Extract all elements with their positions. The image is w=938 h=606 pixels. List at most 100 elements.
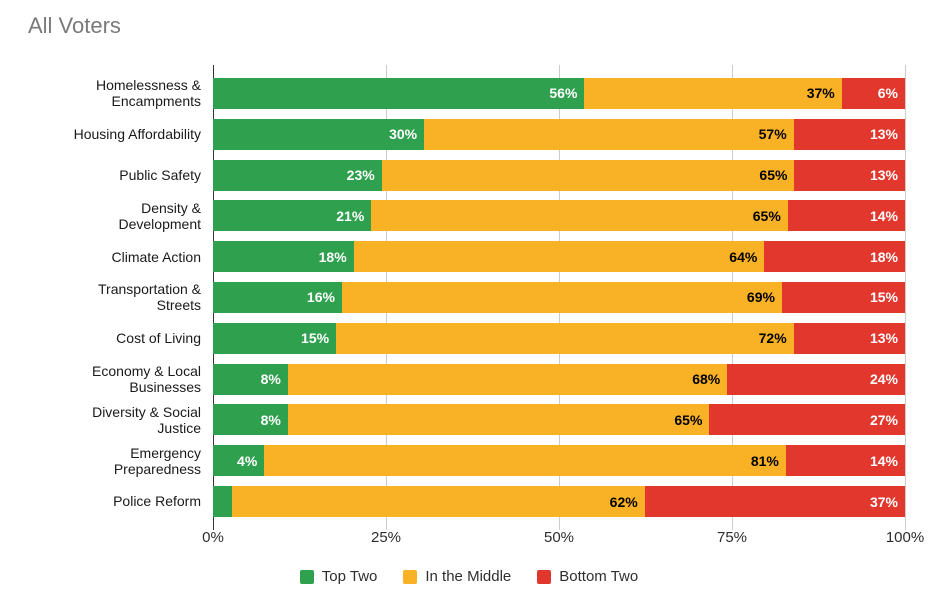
bar-segment-bottom-two: 18% (764, 241, 905, 273)
value-label: 13% (869, 330, 898, 347)
x-axis-tick-label: 0% (202, 529, 224, 546)
stacked-bar: 2% 62% 37% (213, 486, 905, 518)
category-label: Economy & Local Businesses (92, 363, 201, 396)
bar-segment-in-the-middle: 57% (424, 118, 794, 150)
chart-row: Housing Affordability 30% 57% 13% (0, 114, 905, 155)
legend-label: Top Two (321, 568, 378, 585)
stacked-bar: 16% 69% 15% (213, 281, 905, 313)
value-label: 21% (336, 207, 365, 224)
bar-segment-top-two: 23% (213, 159, 382, 191)
bar-segment-bottom-two: 6% (841, 77, 905, 109)
bar-segment-top-two: 16% (213, 281, 342, 313)
bar-segment-top-two: 8% (213, 363, 288, 395)
x-axis-tick-label: 100% (885, 529, 925, 546)
bar-segment-bottom-two: 15% (781, 281, 905, 313)
value-label: 57% (758, 126, 787, 143)
legend-item-top-two: Top Two (299, 568, 378, 585)
category-label: Transportation & Streets (98, 281, 201, 314)
value-label: 18% (318, 248, 347, 265)
chart-row: Emergency Preparedness 4% 81% 14% (0, 440, 905, 481)
value-label: 15% (869, 289, 898, 306)
value-label: 69% (746, 289, 775, 306)
value-label: 8% (260, 411, 281, 428)
category-label: Density & Development (118, 199, 202, 232)
value-label: 37% (869, 493, 898, 510)
value-label: 72% (758, 330, 787, 347)
chart-row: Economy & Local Businesses 8% 68% 24% (0, 359, 905, 400)
chart-row: Transportation & Streets 16% 69% 15% (0, 277, 905, 318)
value-label: 6% (877, 85, 898, 102)
value-label: 15% (301, 330, 330, 347)
value-label: 37% (806, 85, 835, 102)
bar-rows: Homelessness & Encampments 56% 37% 6% Housin… (0, 73, 906, 522)
bar-segment-bottom-two: 14% (785, 445, 905, 477)
category-label: Housing Affordability (73, 126, 201, 143)
category-label: Emergency Preparedness (113, 444, 201, 477)
value-label: 23% (346, 167, 375, 184)
x-axis-tick-label: 25% (370, 529, 402, 546)
bar-segment-top-two: 18% (213, 241, 354, 273)
legend-item-bottom-two: Bottom Two (537, 568, 638, 585)
bar-segment-bottom-two: 13% (793, 322, 905, 354)
value-label: 8% (260, 371, 281, 388)
legend-swatch-icon (537, 569, 552, 584)
bar-segment-in-the-middle: 81% (264, 445, 786, 477)
legend-label: Bottom Two (559, 568, 639, 585)
category-label: Public Safety (119, 166, 201, 183)
value-label: 14% (869, 452, 898, 469)
legend-item-in-the-middle: In the Middle (403, 568, 511, 585)
legend-swatch-icon (403, 569, 418, 584)
bar-segment-bottom-two: 14% (787, 200, 905, 232)
value-label: 13% (869, 167, 899, 184)
bar-segment-bottom-two: 27% (709, 404, 905, 436)
stacked-bar: 15% 72% 13% (213, 322, 905, 354)
bar-segment-top-two: 8% (213, 404, 288, 436)
bar-segment-bottom-two: 13% (794, 159, 906, 191)
bar-segment-top-two: 21% (213, 200, 372, 232)
chart-row: Public Safety 23% 65% 13% (0, 155, 906, 196)
bar-segment-in-the-middle: 65% (287, 404, 710, 436)
value-label: 68% (692, 371, 721, 388)
bar-segment-in-the-middle: 65% (381, 159, 795, 191)
value-label: 65% (759, 167, 788, 184)
value-label: 18% (869, 248, 898, 265)
value-label: 65% (674, 411, 703, 428)
value-label: 65% (752, 207, 781, 224)
chart-row: Diversity & Social Justice 8% 65% 27% (0, 400, 905, 441)
value-label: 62% (609, 493, 638, 510)
legend-label: In the Middle (425, 568, 512, 585)
stacked-bar: 23% 65% 13% (213, 159, 906, 191)
chart-title: All Voters (28, 13, 121, 38)
bar-segment-in-the-middle: 65% (371, 200, 788, 232)
bar-segment-top-two: 4% (213, 445, 265, 477)
value-label: 27% (869, 411, 898, 428)
chart-row: Climate Action 18% 64% 18% (0, 236, 905, 277)
value-label: 24% (869, 371, 898, 388)
bar-segment-in-the-middle: 64% (353, 241, 765, 273)
bar-segment-top-two: 15% (213, 322, 337, 354)
stacked-bar: 4% 81% 14% (213, 445, 905, 477)
x-axis: 0% 25% 50% 75% 100% (202, 529, 924, 549)
bar-segment-bottom-two: 13% (793, 118, 905, 150)
category-label: Homelessness & Encampments (95, 77, 201, 110)
bar-segment-in-the-middle: 72% (336, 322, 794, 354)
bar-segment-in-the-middle: 69% (341, 281, 782, 313)
stacked-bar: 18% 64% 18% (213, 241, 905, 273)
stacked-bar: 8% 68% 24% (213, 363, 905, 395)
chart-row: Density & Development 21% 65% 14% (0, 195, 905, 236)
bar-segment-in-the-middle: 37% (584, 77, 842, 109)
chart-row: Cost of Living 15% 72% 13% (0, 318, 905, 359)
legend: Top Two In the Middle Bottom Two (0, 568, 938, 585)
value-label: 56% (549, 85, 578, 102)
stacked-bar: 8% 65% 27% (213, 404, 905, 436)
x-axis-tick-label: 75% (716, 529, 748, 546)
legend-swatch-icon (299, 569, 314, 584)
stacked-bar: 30% 57% 13% (213, 118, 905, 150)
bar-segment-in-the-middle: 62% (232, 486, 645, 518)
chart-row: Homelessness & Encampments 56% 37% 6% (0, 73, 905, 114)
bar-segment-bottom-two: 37% (644, 486, 905, 518)
category-label: Cost of Living (116, 330, 201, 347)
value-label: 30% (389, 126, 418, 143)
bar-segment-top-two: 2% (213, 486, 262, 518)
value-label: 64% (729, 248, 758, 265)
